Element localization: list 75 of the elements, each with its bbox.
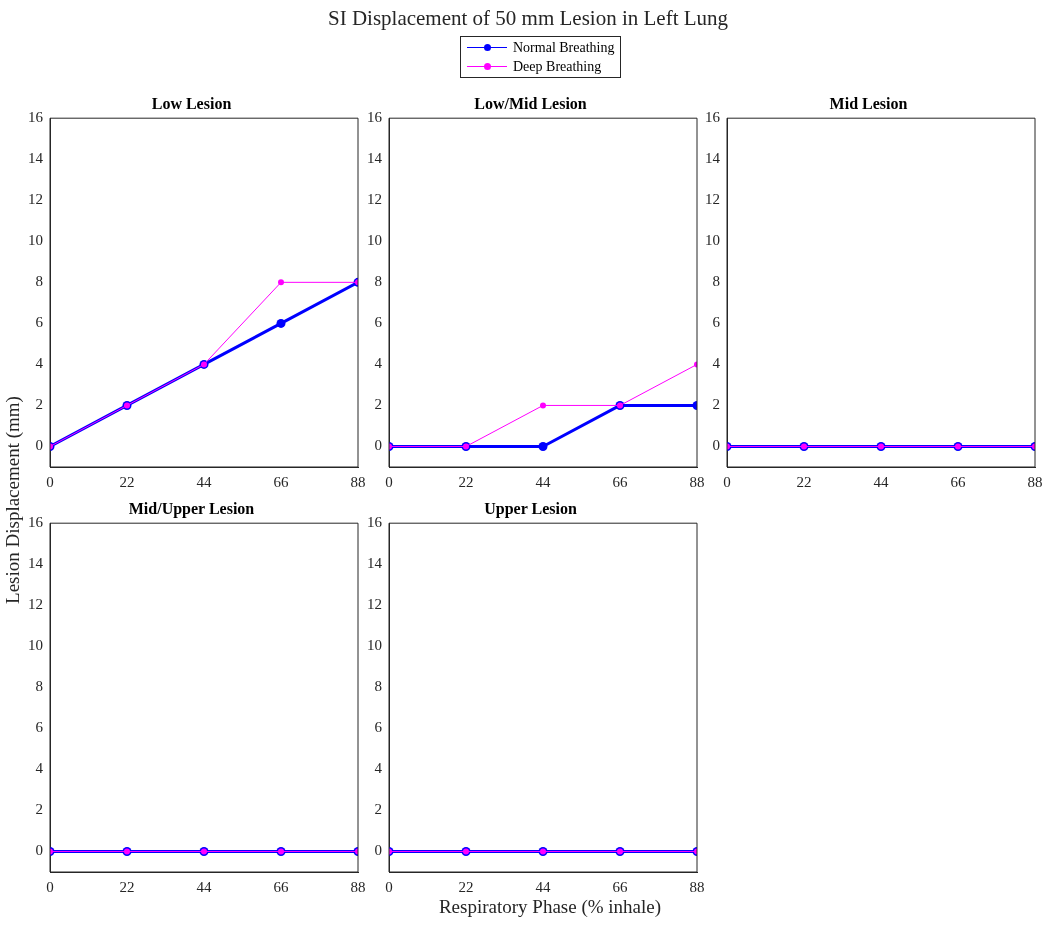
y-tick-label: 2 bbox=[712, 396, 720, 413]
x-tick-label: 66 bbox=[273, 878, 289, 895]
chart-title: Mid Lesion bbox=[829, 94, 908, 112]
y-tick-label: 6 bbox=[35, 314, 44, 331]
y-tick-label: 16 bbox=[705, 109, 721, 126]
x-tick-label: 88 bbox=[1027, 473, 1043, 490]
y-tick-label: 2 bbox=[35, 801, 43, 818]
x-tick-label: 44 bbox=[196, 878, 212, 895]
chart-title: Low/Mid Lesion bbox=[474, 94, 587, 112]
y-tick-label: 14 bbox=[367, 555, 383, 572]
y-tick-label: 0 bbox=[374, 842, 382, 859]
y-tick-label: 14 bbox=[28, 555, 44, 572]
y-tick-label: 16 bbox=[367, 109, 383, 126]
y-tick-label: 16 bbox=[28, 514, 44, 531]
y-tick-label: 16 bbox=[367, 514, 383, 531]
y-tick-label: 4 bbox=[35, 760, 44, 777]
x-tick-label: 88 bbox=[689, 878, 705, 895]
y-tick-label: 0 bbox=[35, 437, 43, 454]
y-tick-label: 8 bbox=[35, 678, 43, 695]
x-tick-label: 66 bbox=[612, 473, 628, 490]
y-tick-label: 12 bbox=[367, 191, 382, 208]
y-tick-label: 6 bbox=[374, 719, 383, 736]
x-tick-label: 88 bbox=[350, 473, 366, 490]
x-tick-label: 44 bbox=[196, 473, 212, 490]
y-tick-label: 10 bbox=[28, 232, 43, 249]
y-tick-label: 12 bbox=[28, 596, 43, 613]
x-tick-label: 44 bbox=[873, 473, 889, 490]
y-tick-label: 0 bbox=[374, 437, 382, 454]
x-tick-label: 44 bbox=[535, 473, 551, 490]
x-tick-label: 66 bbox=[950, 473, 966, 490]
y-tick-label: 8 bbox=[35, 273, 43, 290]
y-tick-label: 10 bbox=[367, 637, 382, 654]
x-tick-label: 88 bbox=[689, 473, 705, 490]
x-tick-label: 88 bbox=[350, 878, 366, 895]
x-axis-title: Respiratory Phase (% inhale) bbox=[437, 896, 663, 918]
y-tick-label: 10 bbox=[705, 232, 720, 249]
x-tick-label: 22 bbox=[458, 878, 474, 895]
chart-title: Upper Lesion bbox=[484, 499, 577, 518]
x-tick-label: 66 bbox=[273, 473, 289, 490]
y-tick-label: 10 bbox=[367, 232, 382, 249]
y-tick-label: 10 bbox=[28, 637, 43, 654]
x-tick-label: 22 bbox=[119, 473, 135, 490]
y-tick-label: 8 bbox=[712, 273, 720, 290]
y-tick-label: 14 bbox=[367, 150, 383, 167]
x-tick-label: 44 bbox=[535, 878, 551, 895]
text: SI Displacement of 50 mm Lesion in Left Lung bbox=[326, 6, 730, 31]
y-tick-label: 6 bbox=[35, 719, 44, 736]
y-axis-title: Lesion Displacement (mm) bbox=[2, 396, 24, 604]
chart-title: Mid/Upper Lesion bbox=[128, 499, 255, 518]
y-tick-label: 4 bbox=[374, 760, 383, 777]
y-tick-label: 16 bbox=[28, 109, 44, 126]
y-tick-label: 4 bbox=[712, 355, 721, 372]
y-tick-label: 6 bbox=[374, 314, 383, 331]
x-tick-label: 66 bbox=[612, 878, 628, 895]
y-tick-label: 12 bbox=[28, 191, 43, 208]
x-tick-label: 22 bbox=[119, 878, 135, 895]
y-tick-label: 2 bbox=[374, 801, 382, 818]
x-tick-label: 22 bbox=[458, 473, 474, 490]
y-tick-label: 0 bbox=[35, 842, 43, 859]
y-tick-label: 14 bbox=[705, 150, 721, 167]
y-tick-label: 14 bbox=[28, 150, 44, 167]
y-tick-label: 0 bbox=[712, 437, 720, 454]
y-tick-label: 2 bbox=[35, 396, 43, 413]
legend-label: Deep Breathing bbox=[513, 58, 602, 75]
chart-title: Low Lesion bbox=[151, 94, 232, 112]
y-tick-label: 8 bbox=[374, 678, 382, 695]
y-tick-label: 4 bbox=[374, 355, 383, 372]
y-tick-label: 6 bbox=[712, 314, 721, 331]
y-tick-label: 8 bbox=[374, 273, 382, 290]
legend-label: Normal Breathing bbox=[513, 39, 615, 56]
x-tick-label: 22 bbox=[796, 473, 812, 490]
y-tick-label: 12 bbox=[367, 596, 382, 613]
y-tick-label: 2 bbox=[374, 396, 382, 413]
y-tick-label: 12 bbox=[705, 191, 720, 208]
y-tick-label: 4 bbox=[35, 355, 44, 372]
